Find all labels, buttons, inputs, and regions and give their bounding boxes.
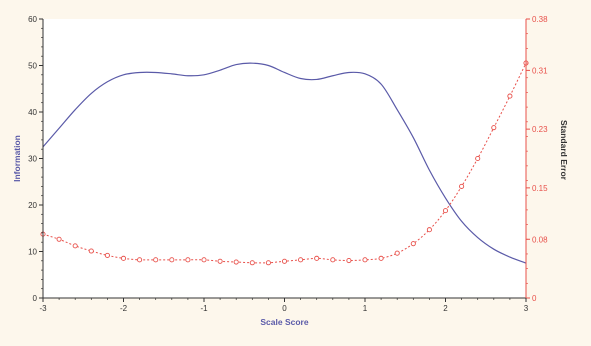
- y-left-tick-label: 60: [28, 15, 37, 24]
- standard-error-point: [442, 208, 449, 214]
- x-tick-label: 2: [443, 304, 448, 313]
- x-tick-label: 3: [524, 304, 529, 313]
- y-left-axis-label: Information: [12, 135, 22, 182]
- y-left-tick-label: 50: [28, 62, 37, 71]
- x-axis-label: Scale Score: [260, 317, 308, 327]
- standard-error-point: [314, 255, 320, 261]
- x-tick-label: 1: [363, 304, 368, 313]
- standard-error-point: [410, 241, 416, 247]
- standard-error-point: [298, 257, 304, 263]
- standard-error-point: [169, 257, 175, 263]
- y-right-tick-label: 0.38: [532, 15, 548, 24]
- y-right-tick-label: 0: [532, 294, 537, 303]
- x-tick-label: -2: [120, 304, 128, 313]
- standard-error-point: [56, 236, 62, 242]
- y-left-tick-label: 30: [28, 155, 37, 164]
- standard-error-point: [330, 257, 336, 263]
- y-right-axis-label: Standard Error: [559, 120, 569, 181]
- standard-error-point: [233, 259, 239, 265]
- standard-error-point: [281, 258, 288, 264]
- standard-error-point: [88, 248, 94, 254]
- standard-error-point: [426, 227, 432, 233]
- y-right-tick-label: 0.31: [532, 66, 548, 75]
- standard-error-point: [394, 250, 400, 256]
- standard-error-point: [72, 243, 78, 249]
- standard-error-point: [362, 257, 368, 263]
- standard-error-point: [265, 260, 271, 266]
- series-layer: [40, 60, 529, 266]
- x-tick-label: -3: [39, 304, 47, 313]
- information-line: [42, 62, 527, 264]
- standard-error-point: [120, 255, 127, 261]
- standard-error-point: [217, 258, 223, 264]
- plot-area: [43, 19, 526, 298]
- standard-error-point: [459, 183, 465, 189]
- standard-error-point: [153, 257, 159, 263]
- standard-error-point: [185, 257, 191, 263]
- y-right-tick-label: 0.08: [532, 235, 548, 244]
- y-left-tick-label: 20: [28, 201, 37, 210]
- standard-error-point: [249, 260, 255, 266]
- y-right-tick-label: 0.15: [532, 184, 548, 193]
- x-tick-label: -1: [200, 304, 208, 313]
- standard-error-point: [201, 257, 207, 263]
- standard-error-point: [137, 257, 143, 263]
- y-left-tick-label: 10: [28, 248, 37, 257]
- standard-error-point: [491, 125, 497, 131]
- standard-error-point: [104, 252, 110, 258]
- standard-error-point: [346, 258, 352, 264]
- x-tick-label: 0: [282, 304, 287, 313]
- standard-error-point: [475, 155, 481, 162]
- y-right-tick-label: 0.23: [532, 125, 548, 134]
- y-left-tick-label: 0: [33, 294, 38, 303]
- y-left-tick-label: 40: [28, 108, 37, 117]
- standard-error-point: [378, 255, 384, 261]
- standard-error-point: [507, 93, 513, 99]
